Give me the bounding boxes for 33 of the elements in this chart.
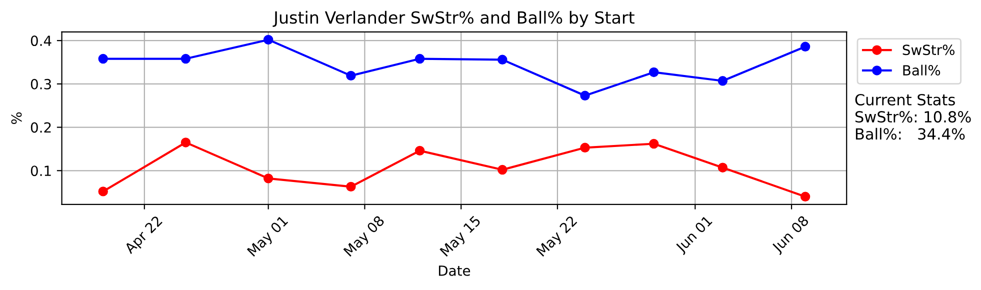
point <box>98 54 108 64</box>
y-tick-label: 0.3 <box>30 78 51 90</box>
point <box>98 186 108 196</box>
point <box>498 164 508 175</box>
point <box>414 146 425 156</box>
point <box>648 67 659 78</box>
point <box>718 162 728 172</box>
point <box>346 70 356 81</box>
x-tick-label: Jun 01 <box>674 215 714 256</box>
point <box>263 174 274 184</box>
point <box>800 42 810 52</box>
point <box>498 54 508 65</box>
y-tick-label: 0.2 <box>30 122 51 133</box>
point <box>580 142 590 153</box>
point <box>718 76 728 86</box>
point <box>180 138 191 148</box>
point <box>346 182 356 192</box>
y-tick-label: 0.4 <box>30 36 52 46</box>
point <box>800 192 810 202</box>
point <box>580 90 590 100</box>
y-axis-title: % <box>11 112 22 124</box>
point <box>180 54 191 64</box>
x-tick-label: Apr 22 <box>124 215 164 256</box>
point <box>414 54 425 64</box>
text: Current Stats SwStr%: 10.8% Ball%: 34.4% <box>855 94 971 140</box>
point <box>648 138 659 149</box>
x-tick-label: Jun 08 <box>770 215 812 256</box>
chart-title: Justin Verlander SwStr% and Ball% by Start <box>272 10 634 28</box>
legend-label: SwStr% <box>902 44 954 56</box>
legend-label: Ball% <box>903 64 940 76</box>
point <box>263 34 274 45</box>
y-tick-label: 0.1 <box>30 166 51 176</box>
x-axis-title: Date <box>438 266 470 276</box>
